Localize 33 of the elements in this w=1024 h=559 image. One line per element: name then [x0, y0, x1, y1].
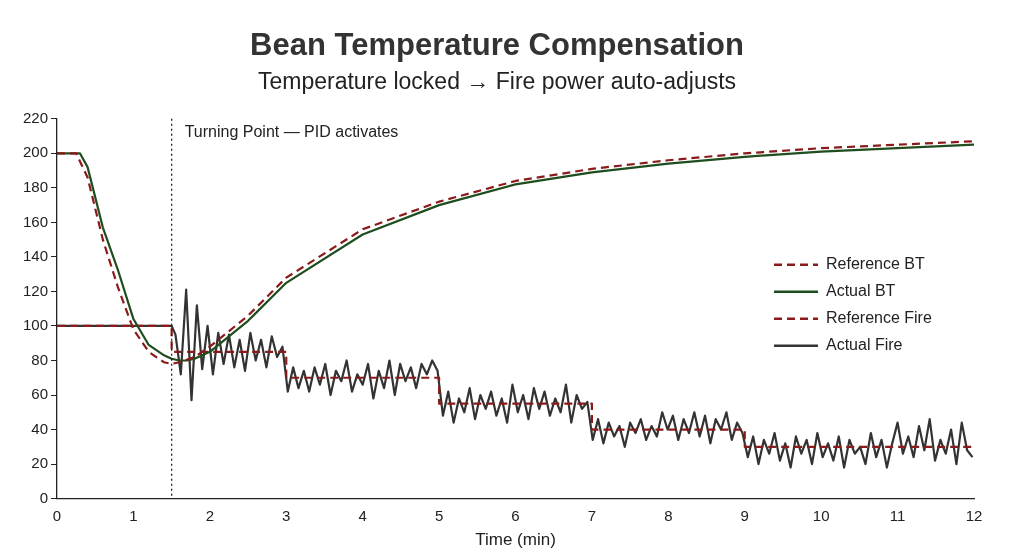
x-tick-label: 1	[129, 506, 138, 524]
y-tick-label: 140	[23, 247, 49, 265]
x-tick-label: 12	[965, 506, 983, 524]
y-tick-label: 20	[31, 454, 49, 472]
x-tick-label: 0	[52, 506, 62, 524]
y-tick-label: 120	[23, 281, 49, 299]
legend-label: Actual Fire	[826, 336, 903, 354]
y-tick-label: 180	[23, 178, 49, 195]
x-tick-label: 5	[434, 506, 444, 524]
chart-subtitle: Temperature locked → Fire power auto-adjusts	[257, 68, 737, 95]
x-tick-label: 3	[282, 506, 291, 524]
x-tick-label: 11	[889, 506, 906, 524]
legend-label: Actual BT	[826, 282, 896, 300]
x-tick-label: 7	[587, 506, 597, 524]
y-tick-label: 40	[31, 419, 49, 437]
y-tick-label: 200	[23, 143, 49, 161]
x-tick-label: 9	[740, 506, 749, 524]
chart-title: Bean Temperature Compensation	[250, 27, 744, 63]
x-tick-label: 2	[205, 506, 215, 524]
y-tick-label: 220	[23, 108, 49, 126]
legend-label: Reference Fire	[826, 309, 932, 327]
x-tick-label: 4	[358, 506, 367, 524]
y-tick-label: 0	[39, 488, 49, 506]
legend-label: Reference BT	[826, 255, 925, 273]
ref-line-label: Turning Point — PID activates	[184, 123, 399, 141]
x-tick-label: 8	[664, 506, 673, 524]
y-tick-label: 60	[31, 385, 49, 403]
y-tick-label: 160	[23, 212, 49, 230]
x-tick-label: 6	[511, 506, 520, 524]
y-tick-label: 100	[23, 316, 49, 334]
x-tick-label: 10	[812, 506, 830, 524]
x-axis-title: Time (min)	[475, 530, 556, 550]
y-tick-label: 80	[31, 350, 49, 368]
